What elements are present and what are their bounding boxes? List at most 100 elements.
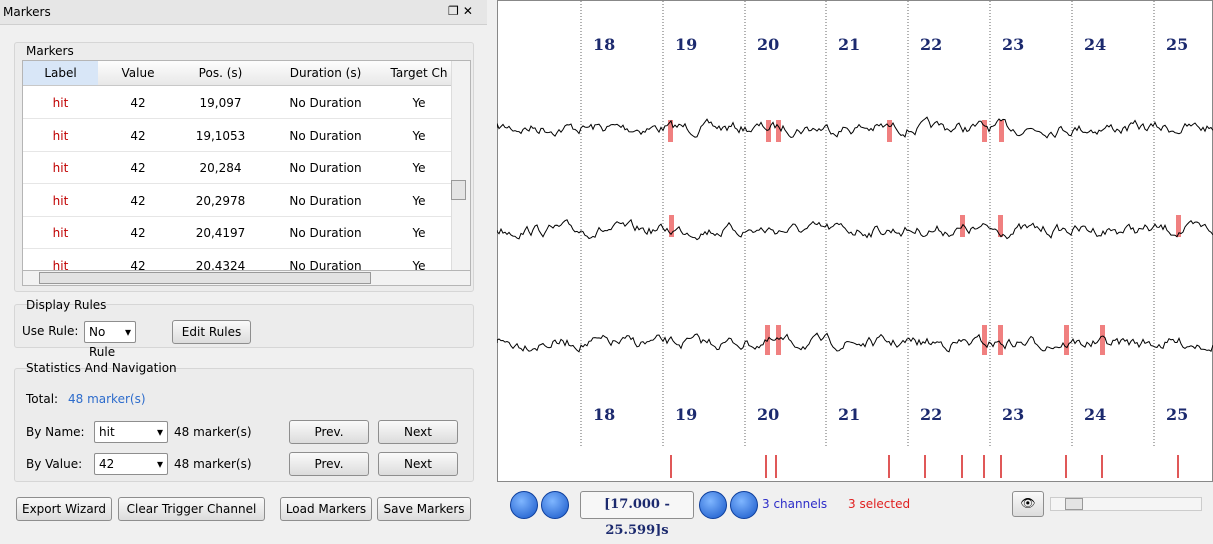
save-button[interactable]: Save Markers — [377, 497, 471, 521]
row-line — [23, 215, 453, 217]
last-button[interactable] — [730, 491, 758, 519]
eye-button[interactable]: 👁 — [1012, 491, 1044, 517]
time-label: 21 — [838, 405, 860, 424]
scroll-thumb[interactable] — [451, 180, 466, 200]
group-title: Markers — [26, 44, 74, 58]
cell: 20,2978 — [195, 193, 246, 208]
cell: 42 — [130, 226, 146, 240]
time-label: 23 — [1002, 35, 1024, 54]
row-line — [23, 183, 453, 184]
prev-button[interactable]: Prev. — [289, 420, 369, 444]
cell: No Duration — [289, 258, 362, 273]
column-header: Value — [121, 66, 155, 80]
rule-combo[interactable]: No Rule — [84, 321, 136, 359]
cell: No Duration — [289, 226, 362, 240]
cell: 42 — [130, 161, 146, 175]
back-button[interactable] — [541, 491, 569, 519]
first-button[interactable] — [510, 491, 538, 519]
h-scroll-thumb[interactable] — [39, 272, 371, 284]
time-label: 22 — [920, 405, 942, 424]
toolbar: [17.000 - 25.599]s 3 channels 3 selected… — [497, 482, 1213, 538]
time-label: 19 — [675, 35, 697, 54]
marker-highlights — [668, 120, 1181, 355]
label: By Value: — [26, 457, 83, 471]
channels: 3 channels — [762, 497, 828, 511]
time-label: 25 — [1166, 405, 1188, 424]
signal-trace — [497, 332, 1213, 353]
cell: hit — [52, 193, 69, 208]
cell: Ye — [412, 193, 426, 208]
forward-button[interactable] — [699, 491, 727, 519]
row-line — [23, 248, 453, 249]
value-combo[interactable]: 42 — [94, 453, 168, 475]
time-label: 21 — [838, 35, 860, 54]
cell: hit — [52, 161, 69, 175]
cell: 19,097 — [199, 96, 242, 110]
total: 48 marker(s) — [68, 392, 146, 406]
panel-title: Markers — [3, 5, 51, 19]
time-label: 19 — [675, 405, 697, 424]
export-button[interactable]: Export Wizard — [16, 497, 112, 521]
count: 48 marker(s) — [174, 457, 252, 471]
cell: 19,1053 — [195, 128, 246, 143]
cell: 20,4197 — [195, 226, 246, 240]
selected: 3 selected — [848, 497, 911, 511]
cell: 42 — [130, 193, 146, 208]
signal-trace — [497, 218, 1213, 241]
table-header: Label Value Pos. (s) Duration (s) Target Ch — [23, 61, 470, 86]
range-box: [17.000 - 25.599]s — [580, 491, 694, 538]
time-label: 24 — [1084, 35, 1106, 54]
app: Markers ❐ ✕ Markers Label Value Pos. (s) Du… — [0, 0, 1213, 527]
cell: hit — [52, 226, 69, 240]
label: Use Rule: — [22, 324, 79, 338]
markers-panel: Markers ❐ ✕ Markers Label Value Pos. (s) Du… — [0, 0, 490, 527]
time-label: 24 — [1084, 405, 1106, 424]
time-label: 20 — [757, 405, 779, 424]
cell: No Duration — [289, 96, 362, 110]
cell: hit — [52, 128, 69, 143]
name-combo[interactable]: hit — [94, 421, 168, 443]
count: 48 marker(s) — [174, 425, 252, 439]
label: By Name: — [26, 425, 85, 439]
cell: No Duration — [289, 161, 362, 175]
column-header: Duration (s) — [289, 66, 362, 80]
next-button[interactable]: Next — [378, 420, 458, 444]
cell: Ye — [412, 161, 426, 175]
time-label: 18 — [593, 35, 615, 54]
time-label: 20 — [757, 35, 779, 54]
markers-table: Label Value Pos. (s) Duration (s) Target Ch h… — [22, 60, 471, 273]
cell: Ye — [412, 258, 426, 273]
marker-ticks — [670, 455, 1179, 478]
row-line — [23, 150, 453, 152]
time-label: 23 — [1002, 405, 1024, 424]
cell: 20,4324 — [195, 258, 246, 273]
next-button[interactable]: Next — [378, 452, 458, 476]
cell: Ye — [412, 128, 426, 143]
time-label: 18 — [593, 405, 615, 424]
load-button[interactable]: Load Markers — [280, 497, 372, 521]
group-title: Display Rules — [26, 298, 107, 312]
cell: Ye — [412, 226, 426, 240]
cell: 20,284 — [199, 161, 242, 175]
signal-trace — [497, 116, 1213, 139]
cell: hit — [52, 258, 69, 273]
prev-button[interactable]: Prev. — [289, 452, 369, 476]
h-scrollbar[interactable] — [22, 270, 471, 286]
signal-viewer: 18 18 19 19 20 20 21 21 22 22 23 23 24 24 25 25 — [497, 0, 1213, 482]
column-header: Target Ch — [390, 66, 448, 80]
column-header: Label — [23, 61, 98, 85]
cell: 42 — [130, 128, 146, 143]
float-button[interactable]: ❐ ✕ — [448, 4, 473, 18]
title-bar: Markers ❐ ✕ — [0, 0, 487, 25]
time-label: 22 — [920, 35, 942, 54]
scrollbar[interactable] — [1050, 497, 1202, 511]
clear-button[interactable]: Clear Trigger Channel — [118, 497, 265, 521]
cell: Ye — [412, 96, 426, 110]
cell: hit — [52, 96, 69, 110]
edit-rules-button[interactable]: Edit Rules — [172, 320, 251, 344]
group-title: Statistics And Navigation — [26, 361, 177, 375]
cell: No Duration — [289, 128, 362, 143]
row-line — [23, 118, 453, 119]
plot-area — [497, 0, 1213, 482]
v-scrollbar — [451, 61, 470, 272]
